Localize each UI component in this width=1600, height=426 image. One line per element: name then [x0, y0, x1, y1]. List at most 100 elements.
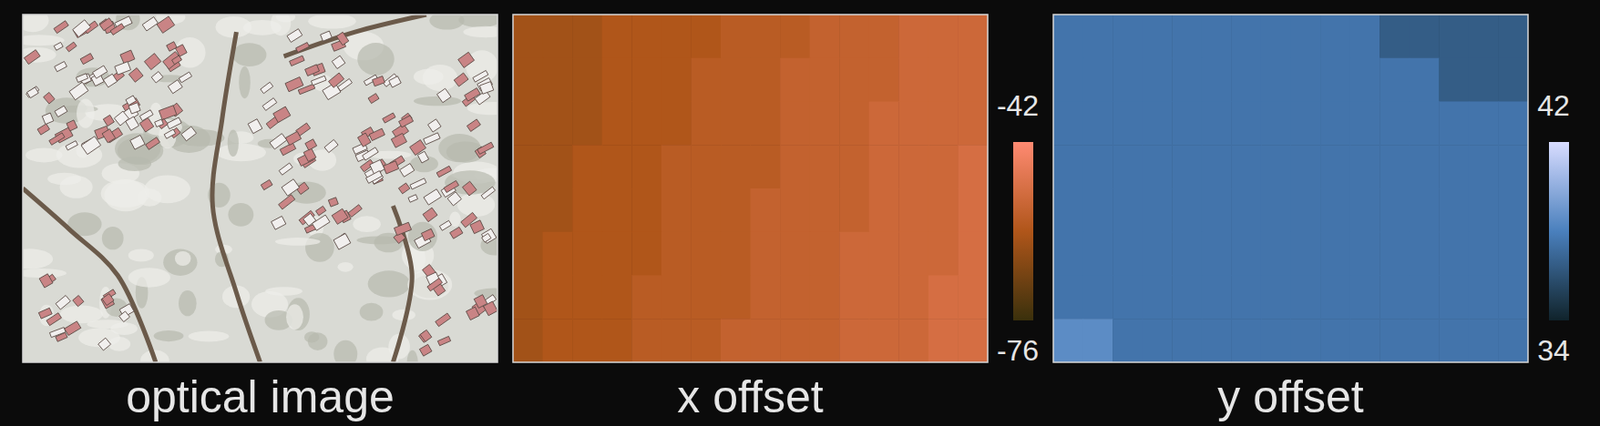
heatmap-cell [1409, 276, 1440, 320]
snow-patch [22, 14, 50, 32]
colorbar-tick-label: 42 [1537, 89, 1570, 123]
roof [428, 119, 442, 133]
heatmap-cell [779, 232, 811, 277]
heatmap-cell [957, 14, 988, 59]
heatmap-cell [1409, 14, 1440, 59]
heatmap-cell [1468, 14, 1499, 59]
heatmap-cell [1350, 276, 1381, 320]
roof [156, 16, 175, 33]
heatmap-cell [1320, 188, 1351, 233]
snow-patch [286, 304, 304, 330]
heatmap-cell [928, 144, 959, 189]
roof [369, 128, 385, 141]
heatmap-cell [1438, 58, 1469, 103]
snow-patch [76, 98, 95, 128]
roof [481, 186, 495, 200]
heatmap-cell [631, 276, 662, 320]
heatmap-cell [1171, 14, 1202, 59]
heatmap-cell [1230, 14, 1262, 59]
heatmap-cell [810, 318, 841, 363]
heatmap-cell [572, 188, 603, 233]
heatmap-cell [720, 102, 751, 146]
heatmap-cell [839, 232, 870, 277]
roof [163, 51, 182, 70]
roof [420, 329, 432, 342]
heatmap-cell [869, 188, 900, 233]
roof [285, 131, 301, 145]
snow-patch [153, 330, 185, 342]
heatmap-cell [631, 144, 662, 189]
heatmap-cell [572, 102, 603, 146]
heatmap-cell [1083, 14, 1114, 59]
snow-patch [265, 287, 303, 297]
roof [423, 189, 442, 206]
heatmap-cell [928, 318, 959, 363]
snow-patch [178, 290, 197, 317]
heatmap-cell [898, 276, 929, 320]
roof [336, 31, 349, 45]
heatmap-cell [1350, 318, 1381, 363]
heatmap-cell [631, 232, 662, 277]
roof [110, 23, 124, 36]
heatmap-cell [1171, 102, 1202, 146]
snow-patch [227, 203, 254, 227]
roof [41, 112, 54, 124]
roof [99, 18, 113, 31]
heatmap-cell [631, 58, 662, 103]
roof [324, 139, 339, 153]
heatmap-cell [512, 58, 544, 103]
snow-patch [305, 233, 335, 263]
heatmap-cell [1261, 188, 1292, 233]
heatmap-cell [1142, 58, 1173, 103]
roof [410, 178, 427, 190]
snow-patch [458, 14, 498, 28]
road [392, 205, 412, 363]
roof [98, 338, 112, 351]
snow-patch [128, 248, 154, 262]
heatmap-cell [602, 276, 633, 320]
heatmap-cell [957, 188, 988, 233]
snow-patch [143, 174, 191, 204]
roof [368, 93, 380, 104]
panel-frame [512, 14, 988, 363]
heatmap-cell [1171, 144, 1202, 189]
roof [333, 233, 351, 250]
heatmap-cell [661, 14, 692, 59]
heatmap-cell [1497, 232, 1529, 277]
heatmap-cell [602, 58, 633, 103]
heatmap-cell [543, 58, 574, 103]
heatmap-cell [1379, 188, 1410, 233]
roof [479, 82, 493, 95]
roof [39, 274, 53, 288]
snow-patch [128, 267, 171, 288]
heatmap-cell [1497, 14, 1529, 59]
colorbar-tick-label: -42 [996, 89, 1039, 123]
roof [172, 55, 183, 65]
heatmap-cell [543, 318, 574, 363]
roof [482, 233, 492, 243]
heatmap-cell [1438, 318, 1469, 363]
roof [54, 105, 68, 117]
heatmap-cell [572, 58, 603, 103]
heatmap-cell [1112, 276, 1143, 320]
heatmap-cell [1112, 58, 1143, 103]
roof [55, 296, 71, 310]
heatmap-cell [1438, 102, 1469, 146]
roof [439, 220, 452, 231]
roof [46, 313, 62, 327]
heatmap-cell [779, 318, 811, 363]
heatmap-cell [957, 232, 988, 277]
heatmap-cell [839, 276, 870, 320]
heatmap-cell [631, 102, 662, 146]
road [22, 188, 156, 363]
heatmap-cell [1142, 144, 1173, 189]
heatmap-cell [1409, 188, 1440, 233]
heatmap-cell [750, 14, 781, 59]
heatmap-cell [1350, 102, 1381, 146]
panel-title: optical image [125, 371, 395, 423]
snow-patch [368, 270, 411, 298]
roof [419, 344, 432, 357]
roof [420, 228, 435, 241]
roof [466, 119, 481, 133]
heatmap-cell [898, 232, 929, 277]
